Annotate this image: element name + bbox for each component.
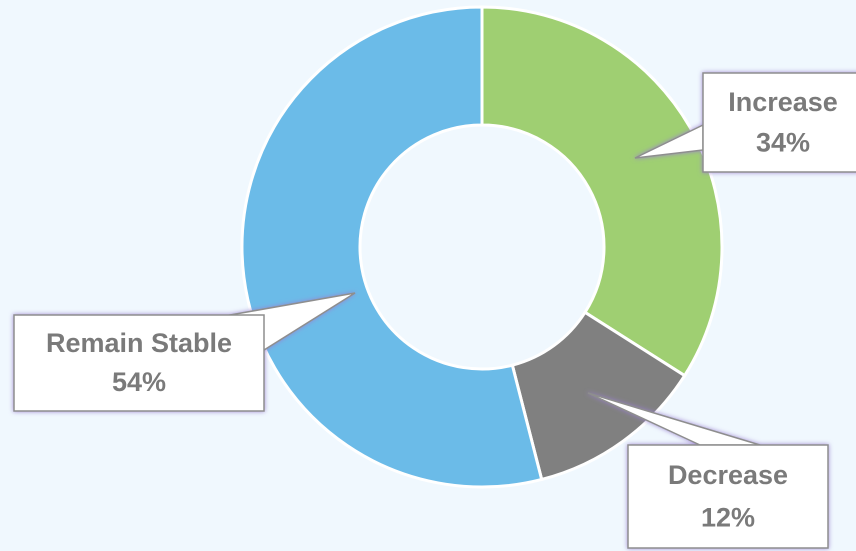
donut-slice (480, 5, 724, 378)
callout (634, 72, 856, 173)
callout-box (13, 314, 265, 412)
slice-label: Increase (728, 87, 838, 117)
slice-value-label: 12% (701, 502, 755, 532)
callout-box (702, 72, 856, 173)
callout (13, 292, 356, 412)
callout (587, 392, 829, 549)
callout-box (627, 444, 829, 549)
slice-value-label: 34% (756, 127, 810, 157)
slice-value-label: 54% (112, 367, 166, 397)
donut-slice (240, 5, 544, 489)
slice-label: Decrease (668, 460, 788, 490)
slice-label: Remain Stable (46, 328, 232, 358)
